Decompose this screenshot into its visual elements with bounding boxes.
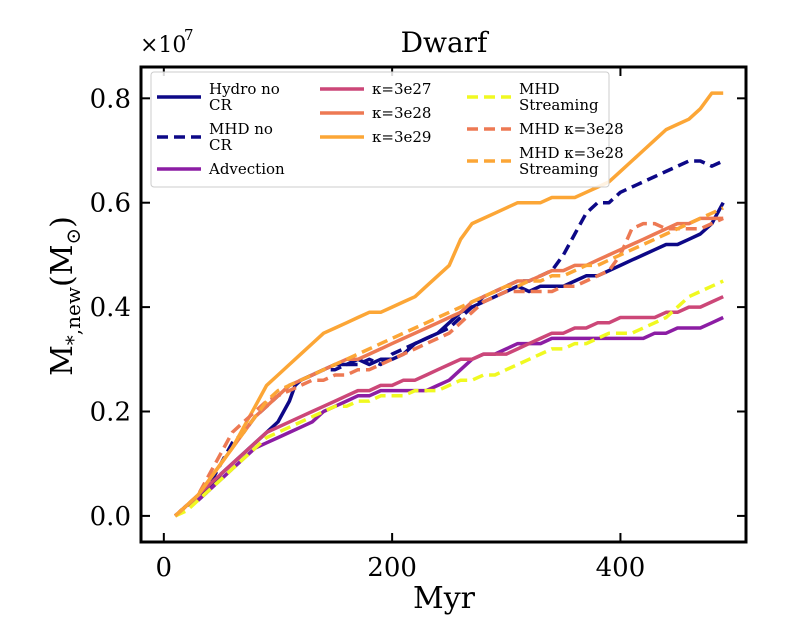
legend-label: Hydro no	[209, 80, 280, 98]
chart-title: Dwarf	[401, 26, 490, 59]
legend-label: MHD κ=3e28	[519, 144, 624, 162]
y-label-sub: *,new	[61, 287, 85, 345]
legend-label: MHD κ=3e28	[519, 120, 624, 138]
legend-label: CR	[209, 136, 232, 154]
series-line-3e27	[174, 295, 724, 518]
legend-label: κ=3e29	[372, 128, 431, 146]
plot-frame	[139, 65, 748, 544]
x-tick-label: 0	[156, 553, 173, 583]
x-tick-label: 400	[596, 553, 646, 583]
series-layer	[174, 91, 725, 518]
y-axis-label-text: M*,new(M⊙)	[45, 216, 85, 376]
y-tick-label: 0.4	[90, 293, 131, 323]
series-line-mhd-3e28-streaming	[174, 206, 724, 518]
legend-label: Streaming	[519, 96, 599, 114]
y-label-main: M	[45, 345, 80, 376]
legend-label: CR	[209, 96, 232, 114]
series-line-advection	[174, 315, 724, 518]
legend-label: Advection	[208, 160, 285, 178]
legend-label: MHD no	[209, 120, 273, 138]
series-line-3e29	[174, 91, 724, 518]
y-tick-label: 0.8	[90, 84, 131, 114]
y-multiplier-exponent: 7	[184, 26, 194, 44]
legend-label: Streaming	[519, 160, 599, 178]
x-tick-label: 200	[367, 553, 417, 583]
legend-label: κ=3e28	[372, 104, 431, 122]
series-line-3e28	[174, 216, 724, 518]
axis-ticks: 0 200 400 0.0 0.2 0.4 0.6 0.8	[90, 67, 746, 583]
y-axis-label: M*,new(M⊙)	[45, 216, 85, 376]
series-line-mhd-3e28	[174, 216, 724, 518]
y-label-unit-close: )	[45, 216, 80, 228]
legend-label: κ=3e27	[372, 80, 431, 98]
series-line-mhd-streaming	[174, 279, 724, 518]
y-tick-label: 0.2	[90, 398, 131, 428]
y-label-unit: (M	[45, 245, 80, 287]
x-axis-label: Myr	[413, 581, 476, 616]
legend-box	[150, 71, 610, 188]
y-tick-label: 0.6	[90, 189, 131, 219]
legend-label: MHD	[519, 80, 559, 98]
y-multiplier-base: ×10	[140, 33, 186, 58]
y-tick-label: 0.0	[90, 502, 131, 532]
y-label-sun-symbol: ⊙	[61, 228, 85, 245]
y-multiplier: ×10 7	[140, 26, 194, 58]
series-line-hydro-no-cr	[174, 201, 725, 518]
